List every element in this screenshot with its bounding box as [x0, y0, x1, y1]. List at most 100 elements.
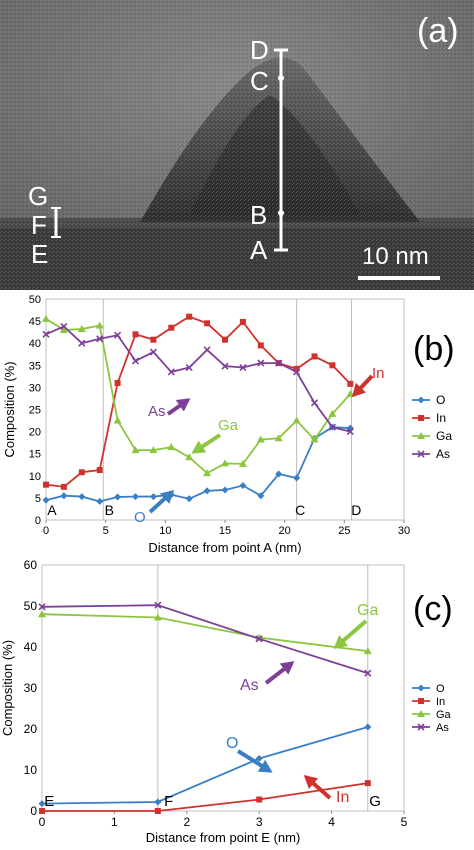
data-point-o [239, 482, 247, 490]
point-label-f: F [164, 793, 173, 810]
data-point-in [43, 481, 49, 488]
data-point-as [60, 322, 68, 330]
data-point-o [255, 755, 263, 763]
y-tick-label: 5 [35, 493, 41, 505]
data-point-as [42, 330, 50, 338]
data-point-ga [328, 409, 337, 417]
data-point-in [257, 342, 264, 349]
data-point-o [364, 723, 372, 731]
data-point-in [347, 380, 354, 387]
annotation-ga: Ga [357, 602, 378, 619]
y-axis-label: Composition (%) [0, 640, 15, 736]
data-point-ga [149, 446, 158, 454]
series-line-ga [45, 318, 351, 475]
data-point-as [310, 399, 319, 407]
legend-marker-o [417, 684, 425, 692]
data-point-in [364, 780, 371, 787]
data-point-ga [59, 325, 68, 333]
data-point-in [154, 808, 161, 814]
legend-marker-as [417, 723, 425, 731]
panel-c-label: (c) [413, 590, 453, 628]
panel-b-label: (b) [413, 330, 455, 368]
y-axis-label: Composition (%) [2, 361, 17, 457]
data-point-o [293, 474, 301, 482]
point-label-b: B [105, 502, 114, 518]
y-tick-label: 20 [24, 722, 38, 736]
data-point-o [114, 493, 122, 501]
x-tick-label: 0 [39, 815, 46, 829]
x-tick-label: 25 [338, 525, 350, 537]
point-label-d: D [351, 502, 361, 518]
series-line-ga [41, 613, 368, 652]
legend-label-o: O [436, 393, 445, 407]
data-point-ga [256, 435, 265, 443]
label-c: C [250, 66, 269, 96]
data-point-as [149, 348, 157, 356]
data-point-ga [274, 434, 283, 442]
y-tick-label: 45 [29, 316, 41, 328]
data-point-in [60, 483, 67, 490]
x-tick-label: 3 [256, 815, 263, 829]
data-point-ga [310, 435, 319, 443]
data-point-ga [77, 325, 86, 333]
y-tick-label: 10 [24, 763, 38, 777]
data-point-as [293, 368, 301, 376]
data-point-as [255, 635, 263, 643]
annotation-in: In [372, 365, 385, 382]
series-o [38, 723, 372, 808]
legend-marker-as [417, 450, 425, 458]
data-point-ga [185, 453, 194, 461]
point-label-g: G [369, 793, 381, 810]
data-point-in [239, 318, 246, 325]
data-point-as [167, 368, 175, 376]
legend-label-in: In [436, 696, 445, 708]
x-tick-label: 2 [183, 815, 190, 829]
data-point-o [185, 495, 193, 503]
data-point-as [239, 363, 247, 372]
data-point-as [38, 603, 46, 611]
legend: O In Ga As [412, 393, 452, 461]
data-point-as [221, 362, 229, 370]
annotation-ga: Ga [218, 417, 239, 434]
legend-label-as: As [436, 447, 450, 461]
data-point-ga [42, 314, 50, 322]
data-point-in [311, 353, 318, 360]
legend-marker-in [418, 415, 424, 421]
data-point-in [96, 467, 103, 474]
series-ga [42, 314, 355, 477]
data-point-in [222, 336, 228, 343]
x-tick-label: 1 [111, 815, 118, 829]
data-point-as [203, 346, 211, 354]
data-point-o [42, 496, 50, 504]
chart-b: 0 5 10 15 20 25 30 35 40 45 50 0 5 10 15 20 25 30 Distance… [2, 294, 452, 555]
x-axis-label: Distance from point E (nm) [146, 830, 301, 845]
annotation-arrow-ga-head [333, 635, 349, 649]
legend-label-in: In [436, 411, 446, 425]
data-point-in [78, 469, 85, 476]
series-as [38, 601, 372, 677]
legend-label-ga: Ga [436, 429, 452, 443]
annotation-arrow-in-head [303, 775, 319, 789]
annotation-arrow-o-head [159, 489, 175, 504]
y-tick-label: 15 [29, 449, 41, 461]
data-point-ga [153, 613, 162, 621]
label-b: B [250, 200, 268, 230]
series-line-as [45, 325, 351, 433]
x-tick-label: 30 [398, 525, 410, 537]
data-point-as [131, 357, 140, 365]
legend-marker-ga [417, 432, 425, 439]
annotation-arrow-as-head [279, 661, 295, 675]
x-tick-label: 20 [279, 525, 291, 537]
data-point-in [114, 379, 121, 386]
data-point-ga [38, 610, 46, 618]
data-point-in [293, 365, 300, 372]
x-tick-label: 5 [103, 525, 109, 537]
annotation-o: O [134, 509, 146, 526]
x-tick-label: 5 [401, 815, 408, 829]
annotation-arrow-o-head [257, 759, 273, 773]
data-point-o [60, 492, 68, 500]
data-point-in [204, 320, 211, 327]
data-point-ga [203, 469, 212, 477]
y-tick-label: 30 [24, 681, 38, 695]
data-point-ga [131, 446, 140, 454]
